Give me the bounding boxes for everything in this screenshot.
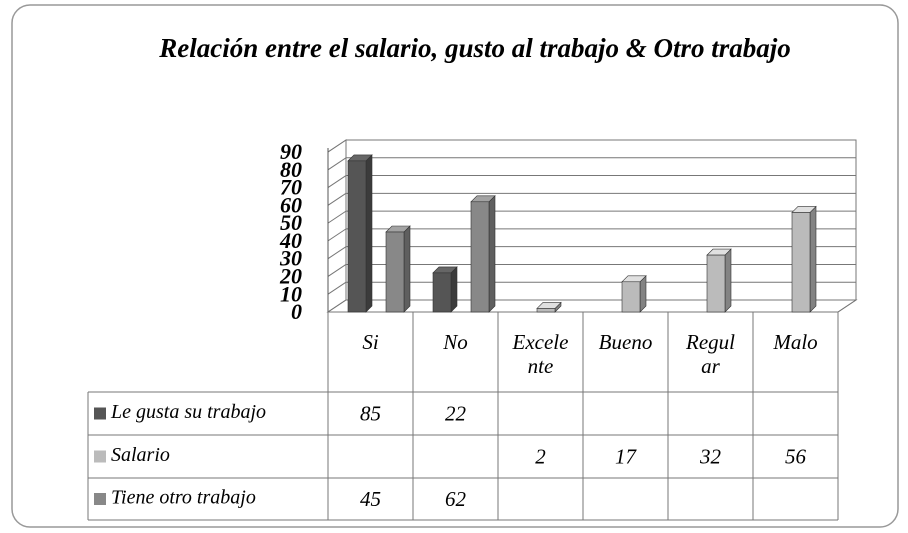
grid-line [327, 139, 347, 153]
x-tick-label: Bueno [598, 330, 653, 354]
table-value: 32 [699, 444, 722, 468]
bar [621, 281, 641, 313]
bar-side [809, 205, 817, 313]
table-value: 85 [360, 401, 381, 425]
back-wall [345, 139, 857, 301]
x-tick-label: Si [362, 330, 379, 354]
x-tick-label: Regular [686, 330, 735, 378]
table-value: 17 [615, 444, 638, 468]
y-tick-label: 30 [279, 246, 302, 271]
bar-side [450, 266, 458, 313]
bar-side [488, 195, 496, 313]
legend-label: Salario [111, 444, 170, 466]
x-tick-label: Excelente [512, 330, 569, 378]
chart-title: Relación entre el salario, gusto al trab… [159, 33, 791, 63]
x-tick-label: No [443, 330, 468, 354]
table-value: 62 [445, 487, 467, 511]
grid-line [327, 228, 347, 242]
grid-line [327, 281, 347, 295]
bar [536, 308, 556, 313]
bar [470, 201, 490, 313]
bar [432, 272, 452, 313]
table-value: 45 [360, 487, 381, 511]
table-value: 22 [445, 401, 467, 425]
y-tick-label: 60 [280, 192, 302, 217]
bar [385, 231, 405, 313]
bar [706, 254, 726, 313]
legend-swatch [94, 407, 106, 420]
side-wall [327, 139, 347, 313]
grid-line [327, 264, 347, 277]
legend-swatch [94, 450, 106, 463]
x-tick-label: Malo [773, 330, 818, 354]
grid-line [327, 175, 347, 188]
table-line [837, 299, 857, 313]
legend-label: Tiene otro trabajo [111, 487, 256, 509]
y-tick-label: 0 [291, 299, 302, 324]
legend-swatch [94, 493, 106, 505]
grid-line [327, 157, 347, 171]
grid-line [327, 246, 347, 260]
grid-line [327, 299, 347, 313]
y-tick-label: 90 [280, 139, 302, 164]
y-tick-label: 40 [279, 228, 302, 253]
legend-label: Le gusta su trabajo [110, 401, 266, 423]
bar-side [365, 154, 373, 313]
table-value: 56 [785, 444, 807, 468]
grid-line [327, 210, 347, 224]
y-tick-label: 80 [280, 157, 302, 182]
bar-side [724, 248, 732, 313]
bar [347, 160, 367, 313]
bar [791, 212, 811, 313]
y-tick-label: 50 [280, 210, 302, 235]
bar-side [403, 225, 411, 313]
grid-line [327, 192, 347, 206]
y-tick-label: 20 [279, 263, 302, 288]
y-tick-label: 10 [280, 281, 302, 306]
table-value: 2 [535, 444, 546, 468]
y-tick-label: 70 [280, 175, 302, 200]
